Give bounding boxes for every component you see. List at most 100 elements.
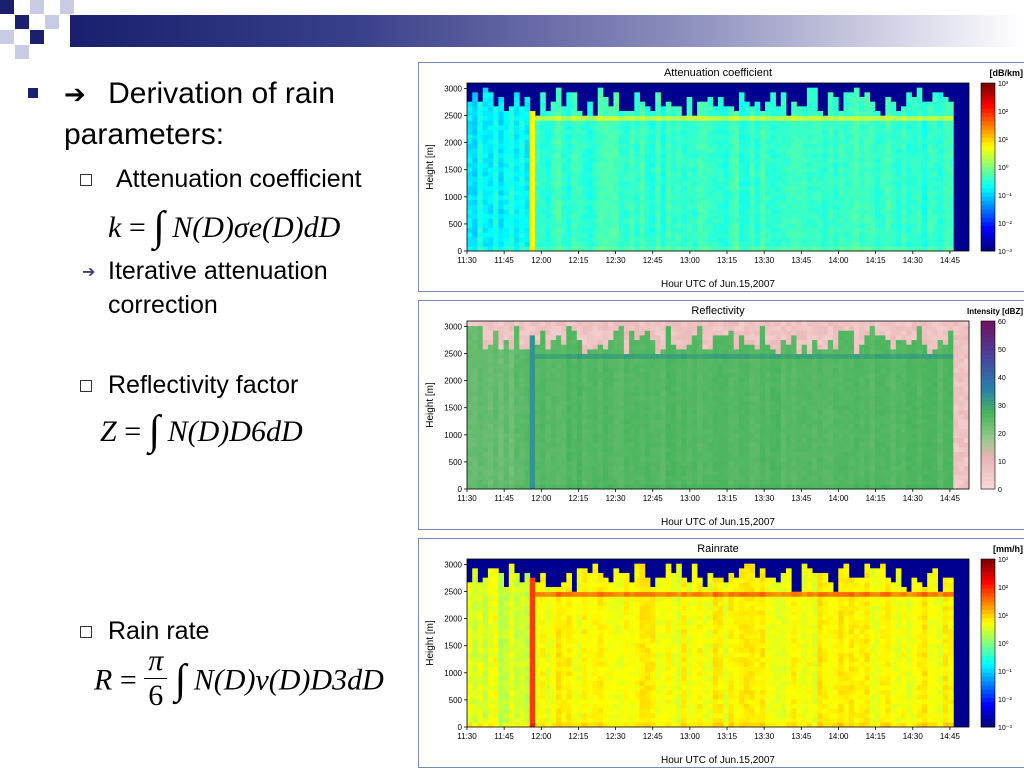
heatmap-cell	[874, 171, 881, 177]
heatmap-cell	[833, 237, 839, 243]
heatmap-cell	[848, 97, 855, 103]
heatmap-cell	[540, 101, 546, 107]
heatmap-cell	[529, 115, 536, 121]
heatmap-cell	[472, 414, 478, 420]
heatmap-cell	[733, 115, 740, 121]
heatmap-cell	[650, 153, 656, 159]
heatmap-cell	[921, 185, 928, 191]
heatmap-cell	[859, 241, 865, 247]
heatmap-cell	[524, 358, 531, 364]
heatmap-cell	[733, 470, 740, 476]
heatmap-cell	[665, 456, 672, 462]
heatmap-cell	[759, 190, 766, 196]
heatmap-cell	[545, 330, 552, 336]
heatmap-cell	[838, 218, 844, 224]
heatmap-cell	[498, 181, 505, 187]
heatmap-cell	[487, 97, 494, 103]
heatmap-cell	[791, 120, 797, 126]
heatmap-cell	[770, 181, 776, 187]
heatmap-cell	[566, 447, 572, 453]
heatmap-cell	[921, 120, 928, 126]
heatmap-cell	[901, 139, 907, 145]
heatmap-cell	[508, 125, 515, 131]
heatmap-cell	[597, 470, 604, 476]
heatmap-cell	[540, 475, 546, 481]
heatmap-cell	[738, 461, 745, 467]
heatmap-cell	[477, 465, 484, 471]
heatmap-cell	[545, 223, 552, 229]
heatmap-cell	[937, 148, 944, 154]
heatmap-cell	[906, 223, 912, 229]
heatmap-cell	[697, 153, 703, 159]
heatmap-cell	[582, 129, 588, 135]
heatmap-cell	[838, 115, 844, 121]
heatmap-cell	[498, 423, 505, 429]
heatmap-cell	[691, 209, 698, 215]
heatmap-cell	[566, 442, 572, 448]
heatmap-cell	[634, 97, 640, 103]
heatmap-cell	[477, 241, 484, 247]
colorbar-tick-label: 10⁰	[998, 164, 1009, 172]
heatmap-cell	[697, 227, 703, 233]
heatmap-cell	[514, 461, 520, 467]
heatmap-cell	[665, 400, 672, 406]
heatmap-cell	[597, 400, 604, 406]
heatmap-cell	[665, 125, 672, 131]
heatmap-cell	[587, 381, 593, 387]
heatmap-cell	[948, 199, 954, 205]
heatmap-cell	[650, 344, 656, 350]
heatmap-cell	[707, 204, 714, 210]
heatmap-cell	[472, 377, 478, 383]
heatmap-cell	[508, 409, 515, 415]
heatmap-cell	[754, 129, 761, 135]
heatmap-cell	[623, 246, 630, 252]
heatmap-cell	[890, 129, 897, 135]
heatmap-cell	[901, 223, 907, 229]
heatmap-cell	[540, 134, 546, 140]
heatmap-cell	[932, 199, 939, 205]
heatmap-cell	[629, 484, 635, 490]
heatmap-cell	[608, 246, 614, 252]
heatmap-cell	[529, 129, 536, 135]
heatmap-cell	[655, 330, 661, 336]
heatmap-cell	[534, 148, 541, 154]
heatmap-cell	[566, 391, 572, 397]
heatmap-cell	[880, 213, 886, 219]
heatmap-cell	[524, 419, 531, 425]
heatmap-cell	[493, 157, 499, 163]
heatmap-cell	[895, 181, 902, 187]
heatmap-cell	[775, 129, 782, 135]
heatmap-cell	[681, 139, 688, 145]
heatmap-cell	[623, 442, 630, 448]
heatmap-cell	[712, 395, 719, 401]
heatmap-cell	[775, 143, 782, 149]
heatmap-cell	[602, 181, 609, 187]
heatmap-cell	[634, 115, 640, 121]
heatmap-cell	[602, 246, 609, 252]
heatmap-cell	[618, 381, 625, 387]
heatmap-cell	[514, 363, 520, 369]
heatmap-cell	[916, 101, 923, 107]
heatmap-cell	[540, 447, 546, 453]
heatmap-cell	[676, 209, 682, 215]
heatmap-cell	[712, 241, 719, 247]
heatmap-cell	[702, 232, 708, 238]
heatmap-cell	[608, 353, 614, 359]
heatmap-cell	[592, 246, 599, 252]
heatmap-cell	[524, 353, 531, 359]
heatmap-cell	[514, 465, 520, 471]
heatmap-cell	[880, 139, 886, 145]
heatmap-cell	[932, 134, 939, 140]
heatmap-cell	[540, 400, 546, 406]
heatmap-cell	[482, 363, 489, 369]
heatmap-cell	[707, 409, 714, 415]
heatmap-cell	[540, 358, 546, 364]
heatmap-cell	[467, 209, 473, 215]
heatmap-cell	[791, 101, 797, 107]
heatmap-cell	[718, 428, 724, 434]
heatmap-cell	[681, 171, 688, 177]
heatmap-cell	[833, 204, 839, 210]
heatmap-cell	[712, 321, 719, 327]
heatmap-cell	[618, 335, 625, 341]
heatmap-cell	[765, 246, 771, 252]
